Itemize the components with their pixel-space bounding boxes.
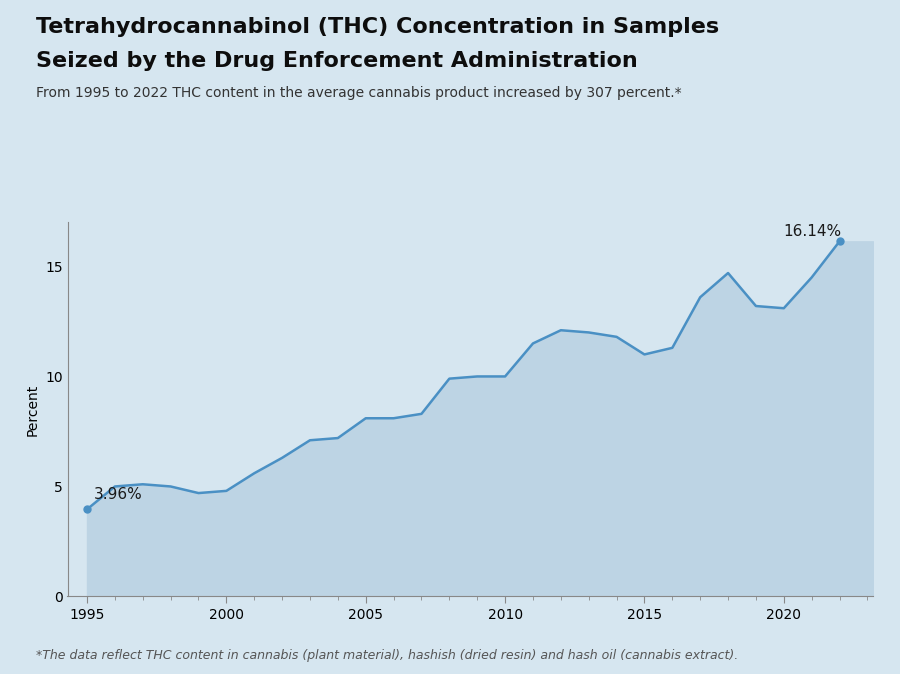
Text: Tetrahydrocannabinol (THC) Concentration in Samples: Tetrahydrocannabinol (THC) Concentration… — [36, 17, 719, 37]
Y-axis label: Percent: Percent — [25, 384, 40, 435]
Text: From 1995 to 2022 THC content in the average cannabis product increased by 307 p: From 1995 to 2022 THC content in the ave… — [36, 86, 681, 100]
Text: *The data reflect THC content in cannabis (plant material), hashish (dried resin: *The data reflect THC content in cannabi… — [36, 649, 738, 662]
Text: Seized by the Drug Enforcement Administration: Seized by the Drug Enforcement Administr… — [36, 51, 638, 71]
Text: 16.14%: 16.14% — [784, 224, 842, 239]
Text: 3.96%: 3.96% — [94, 487, 143, 502]
